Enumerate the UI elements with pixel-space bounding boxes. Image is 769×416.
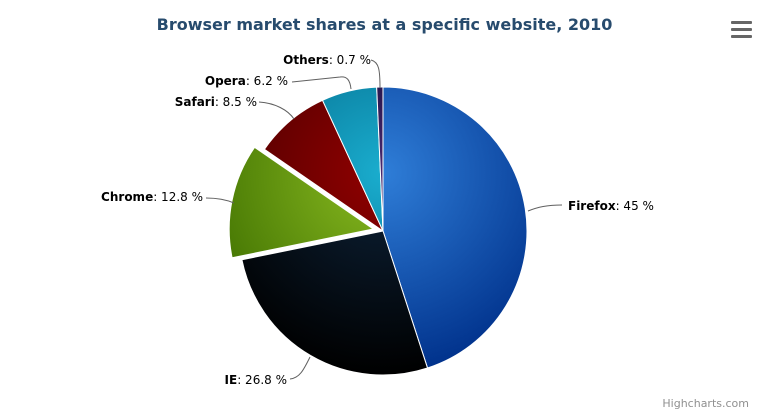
hamburger-icon [731, 28, 752, 31]
label-connector-ie [289, 356, 311, 380]
pie-slice-chrome[interactable] [228, 146, 374, 259]
data-label-name: Others [283, 53, 329, 67]
chart-title: Browser market shares at a specific webs… [156, 15, 613, 34]
data-label-safari: Safari: 8.5 % [175, 95, 257, 109]
data-label-value: : 26.8 % [237, 373, 287, 387]
context-menu-button[interactable] [731, 21, 752, 39]
hamburger-icon [731, 35, 752, 38]
data-label-name: Chrome [101, 190, 154, 204]
data-label-name: Firefox [568, 199, 616, 213]
data-label-value: : 0.7 % [328, 53, 371, 67]
label-connector-opera [291, 76, 352, 90]
data-label-ie: IE: 26.8 % [225, 373, 287, 387]
credits-link[interactable]: Highcharts.com [662, 397, 749, 410]
label-connector-chrome [205, 197, 235, 204]
data-label-name: Opera [204, 74, 246, 88]
data-label-value: : 12.8 % [153, 190, 203, 204]
data-label-firefox: Firefox: 45 % [568, 199, 654, 213]
data-label-name: Safari [174, 95, 215, 109]
pie-slice-firefox[interactable] [382, 86, 528, 369]
label-connector-firefox [527, 204, 563, 212]
hamburger-icon [731, 21, 752, 24]
data-label-chrome: Chrome: 12.8 % [101, 190, 203, 204]
data-label-opera: Opera: 6.2 % [205, 74, 288, 88]
label-connector-safari [258, 101, 295, 120]
data-label-value: : 8.5 % [214, 95, 257, 109]
data-label-value: : 45 % [615, 199, 654, 213]
label-connector-others [370, 59, 381, 89]
data-label-value: : 6.2 % [245, 74, 288, 88]
data-label-others: Others: 0.7 % [283, 53, 371, 67]
pie-slice-ie[interactable] [241, 230, 428, 376]
data-label-name: IE [224, 373, 238, 387]
